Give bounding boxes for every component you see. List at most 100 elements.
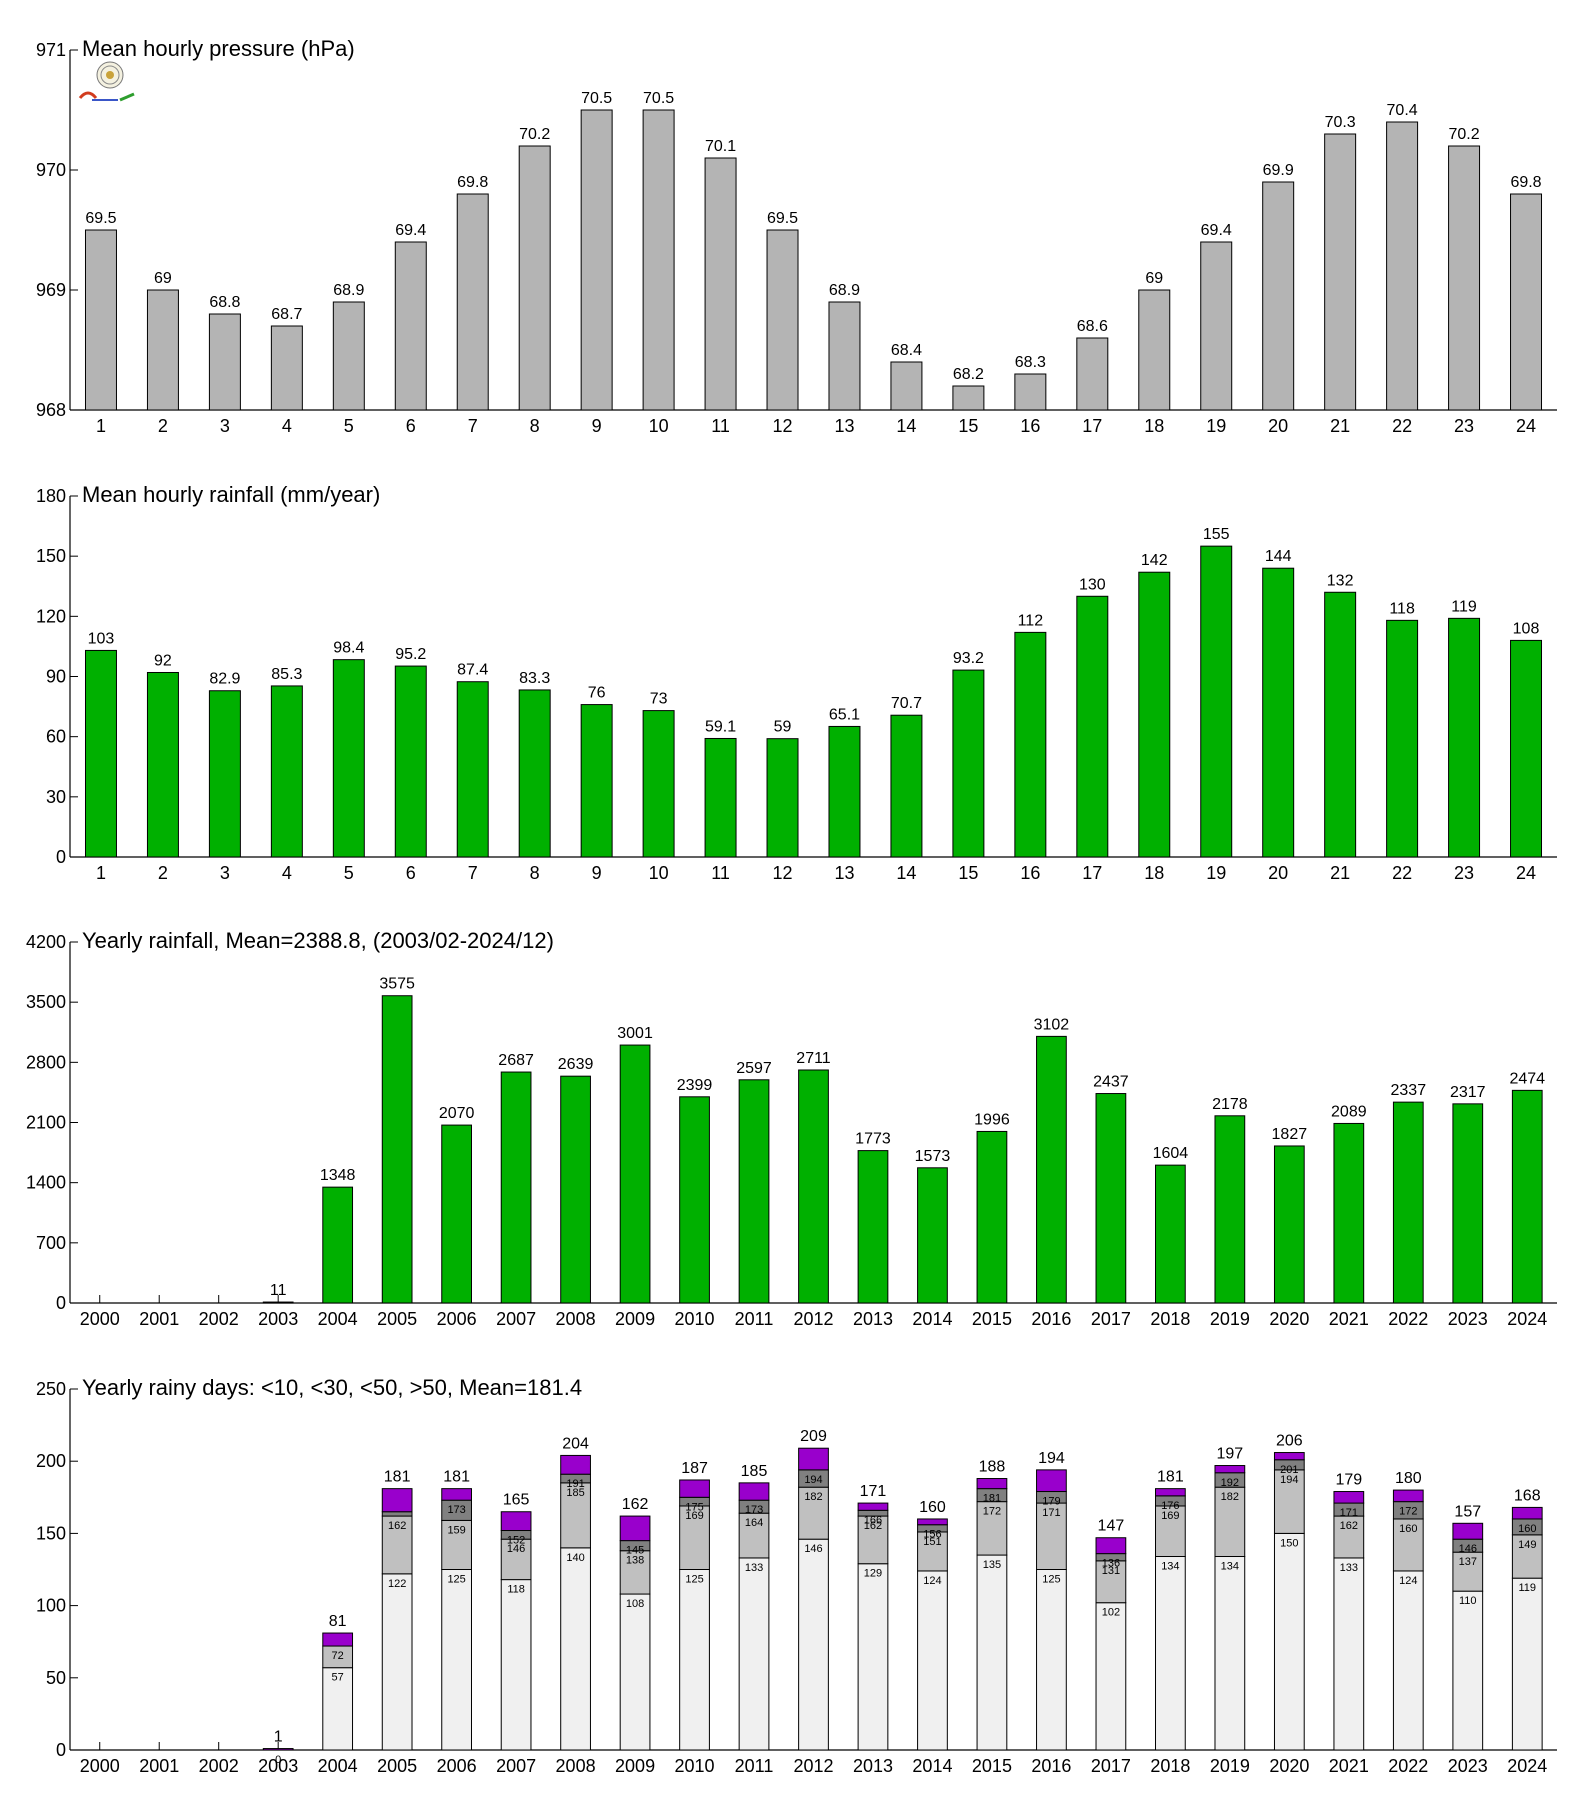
data-label: 2474 <box>1509 1070 1545 1087</box>
bar <box>270 685 303 858</box>
data-label: 2639 <box>558 1056 594 1073</box>
bar-segment <box>619 1515 651 1542</box>
data-label: 165 <box>503 1492 530 1509</box>
bar-segment <box>1452 1522 1484 1540</box>
x-tick-label: 22 <box>1392 416 1412 436</box>
x-tick-label: 2002 <box>199 1309 239 1329</box>
bar <box>1452 1103 1484 1304</box>
x-tick-label: 2014 <box>912 1309 952 1329</box>
bar-segment <box>1511 1534 1543 1579</box>
data-label: 68.8 <box>209 294 240 311</box>
chart-title: Mean hourly pressure (hPa) <box>82 36 355 61</box>
bar <box>500 1071 532 1304</box>
x-tick-label: 2022 <box>1388 1756 1428 1776</box>
data-label: 157 <box>1454 1503 1481 1520</box>
bar <box>917 1167 948 1304</box>
x-tick-label: 2013 <box>853 1309 893 1329</box>
segment-label: 159 <box>447 1524 465 1536</box>
data-label: 1573 <box>915 1148 951 1165</box>
bar <box>952 669 985 858</box>
y-tick-label: 90 <box>46 667 66 687</box>
segment-label: 136 <box>1102 1558 1120 1570</box>
x-tick-label: 3 <box>220 416 230 436</box>
x-tick-label: 2022 <box>1388 1309 1428 1329</box>
x-tick-label: 2019 <box>1210 1756 1250 1776</box>
data-label: 68.3 <box>1015 354 1046 371</box>
data-label: 171 <box>860 1483 887 1500</box>
data-label: 69.9 <box>1263 162 1294 179</box>
x-tick-label: 2000 <box>80 1309 120 1329</box>
data-label: 70.3 <box>1325 114 1356 131</box>
bar-segment <box>857 1502 889 1511</box>
bar-segment <box>1095 1602 1127 1751</box>
data-label: 209 <box>800 1428 827 1445</box>
x-tick-label: 2015 <box>972 1309 1012 1329</box>
segment-label: 131 <box>1102 1565 1120 1577</box>
x-tick-label: 5 <box>344 863 354 883</box>
x-tick-label: 2016 <box>1031 1309 1071 1329</box>
data-label: 118 <box>1389 600 1415 617</box>
bar <box>1510 639 1543 858</box>
segment-label: 133 <box>1340 1562 1358 1574</box>
x-tick-label: 4 <box>282 416 292 436</box>
bar <box>679 1096 710 1304</box>
data-label: 1348 <box>320 1167 356 1184</box>
bar-segment <box>1214 1465 1246 1474</box>
x-tick-label: 2004 <box>318 1756 358 1776</box>
data-label: 59 <box>774 719 792 736</box>
bar <box>1014 373 1047 411</box>
bar <box>262 1301 294 1304</box>
bar-segment <box>679 1505 710 1570</box>
bar <box>1262 567 1295 858</box>
data-label: 147 <box>1098 1518 1125 1535</box>
bar <box>332 659 365 858</box>
x-tick-label: 7 <box>468 863 478 883</box>
data-label: 70.1 <box>705 138 736 155</box>
segment-label: 201 <box>1280 1464 1298 1476</box>
bar-segment <box>500 1511 532 1532</box>
data-label: 76 <box>588 685 606 702</box>
bar-segment <box>500 1579 532 1751</box>
x-tick-label: 4 <box>282 863 292 883</box>
data-label: 70.5 <box>643 90 674 107</box>
data-label: 185 <box>741 1463 768 1480</box>
segment-label: 124 <box>923 1575 941 1587</box>
bar <box>1155 1164 1186 1304</box>
segment-label: 110 <box>1459 1595 1477 1607</box>
data-label: 65.1 <box>829 706 860 723</box>
x-tick-label: 20 <box>1268 863 1288 883</box>
bar <box>952 385 985 411</box>
x-tick-label: 2008 <box>556 1756 596 1776</box>
segment-label: 146 <box>507 1543 525 1555</box>
y-tick-label: 2100 <box>26 1113 66 1133</box>
x-tick-label: 6 <box>406 863 416 883</box>
data-label: 1996 <box>974 1111 1010 1128</box>
data-label: 68.4 <box>891 342 922 359</box>
bar <box>1076 595 1109 858</box>
segment-label: 192 <box>1221 1477 1239 1489</box>
bar-segment <box>1273 1452 1305 1461</box>
bar <box>394 665 427 858</box>
x-tick-label: 23 <box>1454 416 1474 436</box>
segment-label: 175 <box>685 1501 703 1513</box>
bar <box>1200 241 1233 411</box>
data-label: 69.8 <box>457 174 488 191</box>
data-label: 197 <box>1217 1446 1244 1463</box>
data-label: 69 <box>154 270 172 287</box>
x-tick-label: 11 <box>711 863 730 883</box>
data-label: 95.2 <box>395 646 426 663</box>
x-tick-label: 14 <box>896 416 916 436</box>
segment-label: 173 <box>745 1504 763 1516</box>
segment-label: 151 <box>923 1536 941 1548</box>
y-tick-label: 0 <box>56 847 66 867</box>
bar <box>1273 1145 1305 1304</box>
y-tick-label: 30 <box>46 787 66 807</box>
segment-label: 172 <box>1399 1506 1417 1518</box>
x-tick-label: 2004 <box>318 1309 358 1329</box>
segment-label: 166 <box>864 1514 882 1526</box>
x-tick-label: 2003 <box>258 1309 298 1329</box>
segment-label: 124 <box>1399 1575 1417 1587</box>
bar <box>518 145 551 411</box>
bar <box>381 995 413 1304</box>
